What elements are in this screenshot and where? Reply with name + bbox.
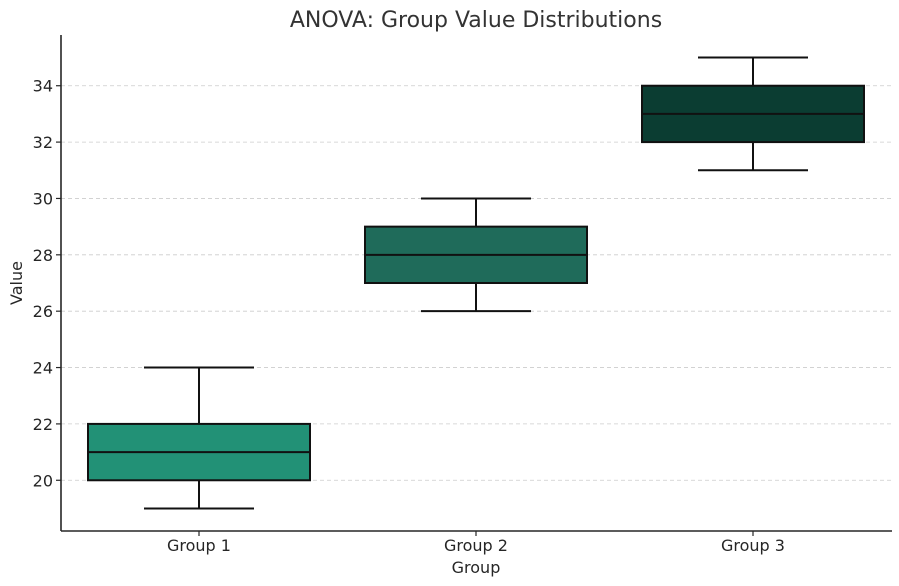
y-axis-label: Value <box>7 261 26 305</box>
x-axis-label: Group <box>452 558 501 577</box>
y-tick-label: 28 <box>33 246 53 265</box>
box-3 <box>641 56 865 172</box>
y-tick-label: 30 <box>33 189 53 208</box>
y-tick-label: 20 <box>33 471 53 490</box>
y-tick-label: 32 <box>33 133 53 152</box>
x-tick-label: Group 2 <box>444 536 508 555</box>
y-tick-label: 34 <box>33 77 53 96</box>
y-tick-label: 22 <box>33 415 53 434</box>
boxes <box>87 56 865 510</box>
y-tick-label: 26 <box>33 302 53 321</box>
x-tick-label: Group 1 <box>167 536 231 555</box>
box-2 <box>364 197 588 313</box>
chart-title: ANOVA: Group Value Distributions <box>290 8 662 33</box>
x-ticks: Group 1 Group 2 Group 3 <box>167 531 785 555</box>
y-tick-label: 24 <box>33 359 53 378</box>
y-ticks: 20 22 24 26 28 30 32 34 <box>33 77 61 490</box>
x-tick-label: Group 3 <box>721 536 785 555</box>
box-1 <box>87 366 311 510</box>
